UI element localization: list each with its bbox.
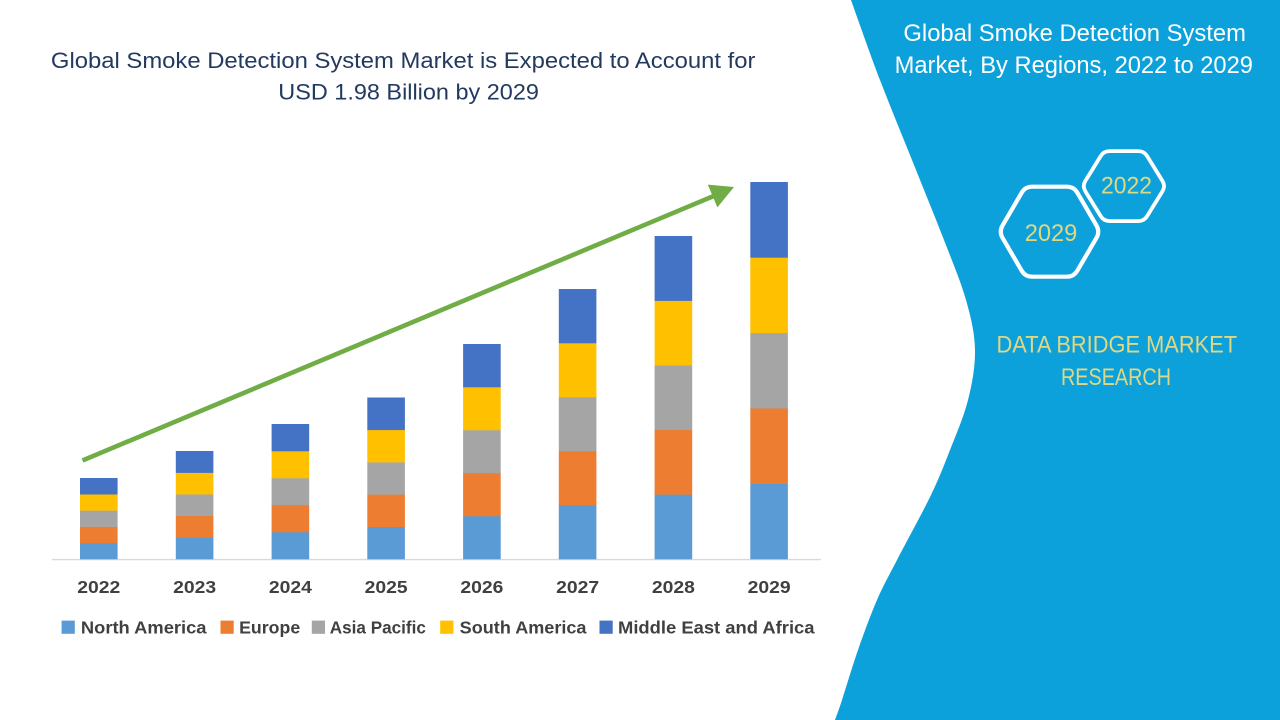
svg-text:Asia Pacific: Asia Pacific: [330, 618, 426, 638]
svg-text:RESEARCH: RESEARCH: [1061, 365, 1171, 391]
svg-text:2028: 2028: [652, 577, 695, 597]
svg-text:USD 1.98 Billion by 2029: USD 1.98 Billion by 2029: [278, 79, 539, 104]
svg-text:Middle East and Africa: Middle East and Africa: [618, 618, 815, 638]
svg-text:2029: 2029: [748, 577, 791, 597]
svg-text:Market, By Regions, 2022 to 20: Market, By Regions, 2022 to 2029: [895, 53, 1253, 79]
svg-text:Europe: Europe: [239, 618, 300, 638]
svg-text:2022: 2022: [1101, 172, 1152, 199]
svg-text:2022: 2022: [77, 577, 120, 597]
svg-text:North America: North America: [81, 618, 207, 638]
svg-text:South America: South America: [460, 618, 587, 638]
svg-text:Global Smoke Detection System: Global Smoke Detection System: [903, 21, 1246, 47]
svg-text:2024: 2024: [269, 577, 312, 597]
svg-text:2026: 2026: [460, 577, 503, 597]
svg-text:2023: 2023: [173, 577, 216, 597]
svg-text:Global Smoke Detection System: Global Smoke Detection System Market is …: [51, 48, 756, 73]
svg-text:2027: 2027: [556, 577, 599, 597]
svg-text:2029: 2029: [1025, 220, 1078, 247]
svg-text:DATA BRIDGE MARKET: DATA BRIDGE MARKET: [997, 333, 1238, 359]
svg-text:2025: 2025: [365, 577, 408, 597]
